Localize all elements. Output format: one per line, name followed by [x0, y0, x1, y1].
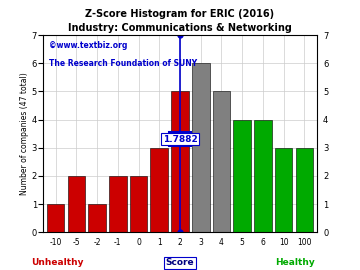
Bar	[68, 176, 85, 232]
Text: ©www.textbiz.org: ©www.textbiz.org	[49, 41, 127, 50]
Text: Unhealthy: Unhealthy	[31, 258, 84, 267]
Bar	[233, 120, 251, 232]
Bar	[88, 204, 106, 232]
Bar	[213, 92, 230, 232]
Text: Healthy: Healthy	[275, 258, 315, 267]
Bar	[130, 176, 147, 232]
Bar	[275, 148, 292, 232]
Title: Z-Score Histogram for ERIC (2016)
Industry: Communications & Networking: Z-Score Histogram for ERIC (2016) Indust…	[68, 9, 292, 33]
Y-axis label: Number of companies (47 total): Number of companies (47 total)	[20, 72, 29, 195]
Bar	[296, 148, 313, 232]
Text: The Research Foundation of SUNY: The Research Foundation of SUNY	[49, 59, 197, 68]
Bar	[254, 120, 272, 232]
Bar	[47, 204, 64, 232]
Bar	[171, 92, 189, 232]
Bar	[150, 148, 168, 232]
Text: 1.7882: 1.7882	[163, 135, 197, 144]
Bar	[192, 63, 210, 232]
Text: Score: Score	[166, 258, 194, 267]
Bar	[109, 176, 127, 232]
